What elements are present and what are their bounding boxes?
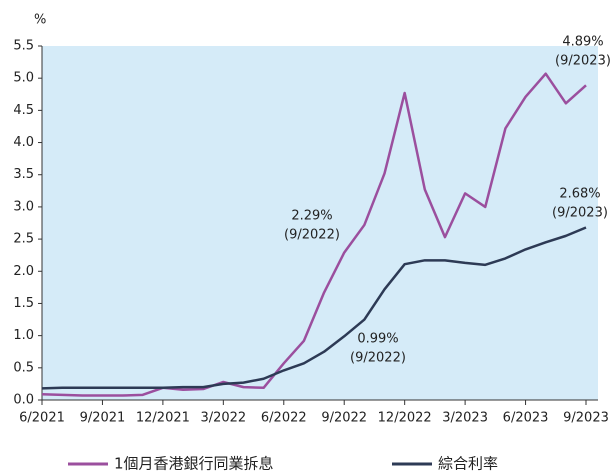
annotation: (9/2022) bbox=[284, 228, 340, 243]
y-tick-label: 2.0 bbox=[13, 264, 34, 279]
y-tick-label: 5.0 bbox=[13, 71, 34, 86]
x-tick-label: 3/2023 bbox=[442, 411, 488, 426]
y-tick-label: 1.0 bbox=[13, 328, 34, 343]
plot-area bbox=[42, 46, 598, 400]
y-tick-label: 0.0 bbox=[13, 393, 34, 408]
y-tick-label: 4.0 bbox=[13, 135, 34, 150]
legend-label: 綜合利率 bbox=[438, 455, 498, 473]
x-tick-label: 3/2022 bbox=[200, 411, 246, 426]
y-tick-label: 2.5 bbox=[13, 232, 34, 247]
series-line bbox=[41, 226, 587, 390]
y-tick-label: 4.5 bbox=[13, 103, 34, 118]
y-tick-label: 5.5 bbox=[13, 39, 34, 54]
annotation: (9/2023) bbox=[555, 54, 611, 69]
x-tick-label: 6/2022 bbox=[261, 411, 307, 426]
x-tick-label: 9/2021 bbox=[80, 411, 126, 426]
legend-label: 1個月香港銀行同業拆息 bbox=[114, 455, 274, 473]
x-tick-label: 12/2021 bbox=[136, 411, 190, 426]
y-tick-label: 1.5 bbox=[13, 296, 34, 311]
y-tick-label: 0.5 bbox=[13, 360, 34, 375]
x-tick-label: 6/2021 bbox=[19, 411, 65, 426]
annotation: (9/2023) bbox=[552, 206, 608, 221]
annotation: 2.29% bbox=[291, 209, 332, 224]
x-tick-label: 6/2023 bbox=[503, 411, 549, 426]
x-tick-label: 9/2022 bbox=[321, 411, 367, 426]
y-tick-label: 3.5 bbox=[13, 167, 34, 182]
annotation: 2.68% bbox=[559, 187, 600, 202]
series-line bbox=[41, 72, 587, 397]
x-tick-label: 12/2022 bbox=[378, 411, 432, 426]
annotation: 0.99% bbox=[357, 332, 398, 347]
annotation: 4.89% bbox=[562, 35, 603, 50]
y-tick-label: 3.0 bbox=[13, 199, 34, 214]
x-tick-label: 9/2023 bbox=[563, 411, 609, 426]
y-unit: % bbox=[34, 13, 46, 28]
annotation: (9/2022) bbox=[350, 351, 406, 366]
